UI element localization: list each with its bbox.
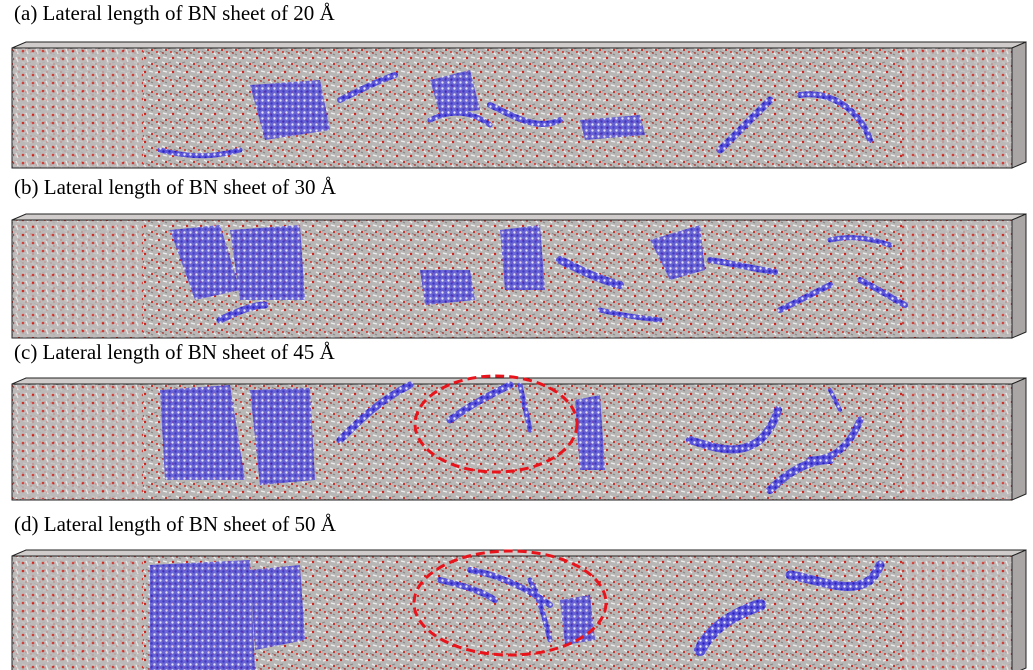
bn-sheet xyxy=(250,80,330,140)
bn-sheet xyxy=(446,381,514,424)
bn-sheet xyxy=(527,577,553,643)
panel: (c) Lateral length of BN sheet of 45 Å xyxy=(11,340,1027,501)
water-end-right xyxy=(902,221,1011,337)
water-end-left xyxy=(13,385,143,499)
bn-sheet xyxy=(487,102,563,127)
water-end-left xyxy=(13,221,143,337)
bn-sheet xyxy=(250,565,305,650)
box-side xyxy=(1011,377,1027,501)
water-end-right xyxy=(902,385,1011,499)
bn-sheet xyxy=(250,388,315,485)
box-top xyxy=(11,213,1027,221)
bn-sheet xyxy=(427,110,493,128)
bn-sheet xyxy=(157,147,243,159)
panel-label: (c) Lateral length of BN sheet of 45 Å xyxy=(14,340,336,364)
bn-sheet xyxy=(556,256,624,289)
water-end-left xyxy=(13,49,143,167)
highlight-ellipse xyxy=(413,374,579,474)
bn-sheet xyxy=(160,385,245,480)
bn-sheet xyxy=(797,91,873,143)
bn-sheet xyxy=(517,382,533,433)
bn-sheet xyxy=(707,257,778,275)
box-side xyxy=(1011,41,1027,169)
panel: (a) Lateral length of BN sheet of 20 Å xyxy=(11,1,1027,169)
bn-sheet xyxy=(230,225,305,300)
panel-label: (a) Lateral length of BN sheet of 20 Å xyxy=(14,1,336,25)
panel: (b) Lateral length of BN sheet of 30 Å xyxy=(11,175,1027,339)
water-end-right xyxy=(902,557,1011,670)
bn-sheet xyxy=(575,395,605,470)
bn-sheet xyxy=(857,277,908,308)
bn-sheet xyxy=(420,270,475,305)
bn-sheet xyxy=(170,225,240,300)
bn-sheet xyxy=(560,595,595,645)
box-side xyxy=(1011,213,1027,339)
bn-sheet xyxy=(336,381,414,444)
bn-sheet xyxy=(694,599,766,656)
bn-sheet xyxy=(777,282,833,313)
bn-sheet xyxy=(467,567,553,608)
bn-sheet xyxy=(827,235,893,248)
bn-sheet xyxy=(216,301,269,324)
panel-label: (d) Lateral length of BN sheet of 50 Å xyxy=(14,512,337,536)
bn-sheet xyxy=(580,115,645,140)
bn-sheet xyxy=(716,96,774,154)
bn-sheet xyxy=(597,307,663,323)
bn-sheet xyxy=(650,225,705,280)
highlight-ellipse xyxy=(412,549,608,657)
box-top xyxy=(11,41,1027,49)
bn-sheet xyxy=(150,560,255,670)
bn-sheet xyxy=(430,70,480,115)
panel-label: (b) Lateral length of BN sheet of 30 Å xyxy=(14,175,337,199)
box-side xyxy=(1011,549,1027,670)
bn-sheet xyxy=(437,577,498,603)
water-end-right xyxy=(902,49,1011,167)
water-end-left xyxy=(13,557,143,670)
bn-sheet xyxy=(828,388,842,412)
bn-sheet xyxy=(785,560,885,591)
panel: (d) Lateral length of BN sheet of 50 Å xyxy=(11,512,1027,670)
bn-sheet xyxy=(686,406,782,454)
bn-sheet xyxy=(500,225,545,290)
bn-sheet xyxy=(337,72,398,103)
bn-sheet xyxy=(806,416,864,464)
